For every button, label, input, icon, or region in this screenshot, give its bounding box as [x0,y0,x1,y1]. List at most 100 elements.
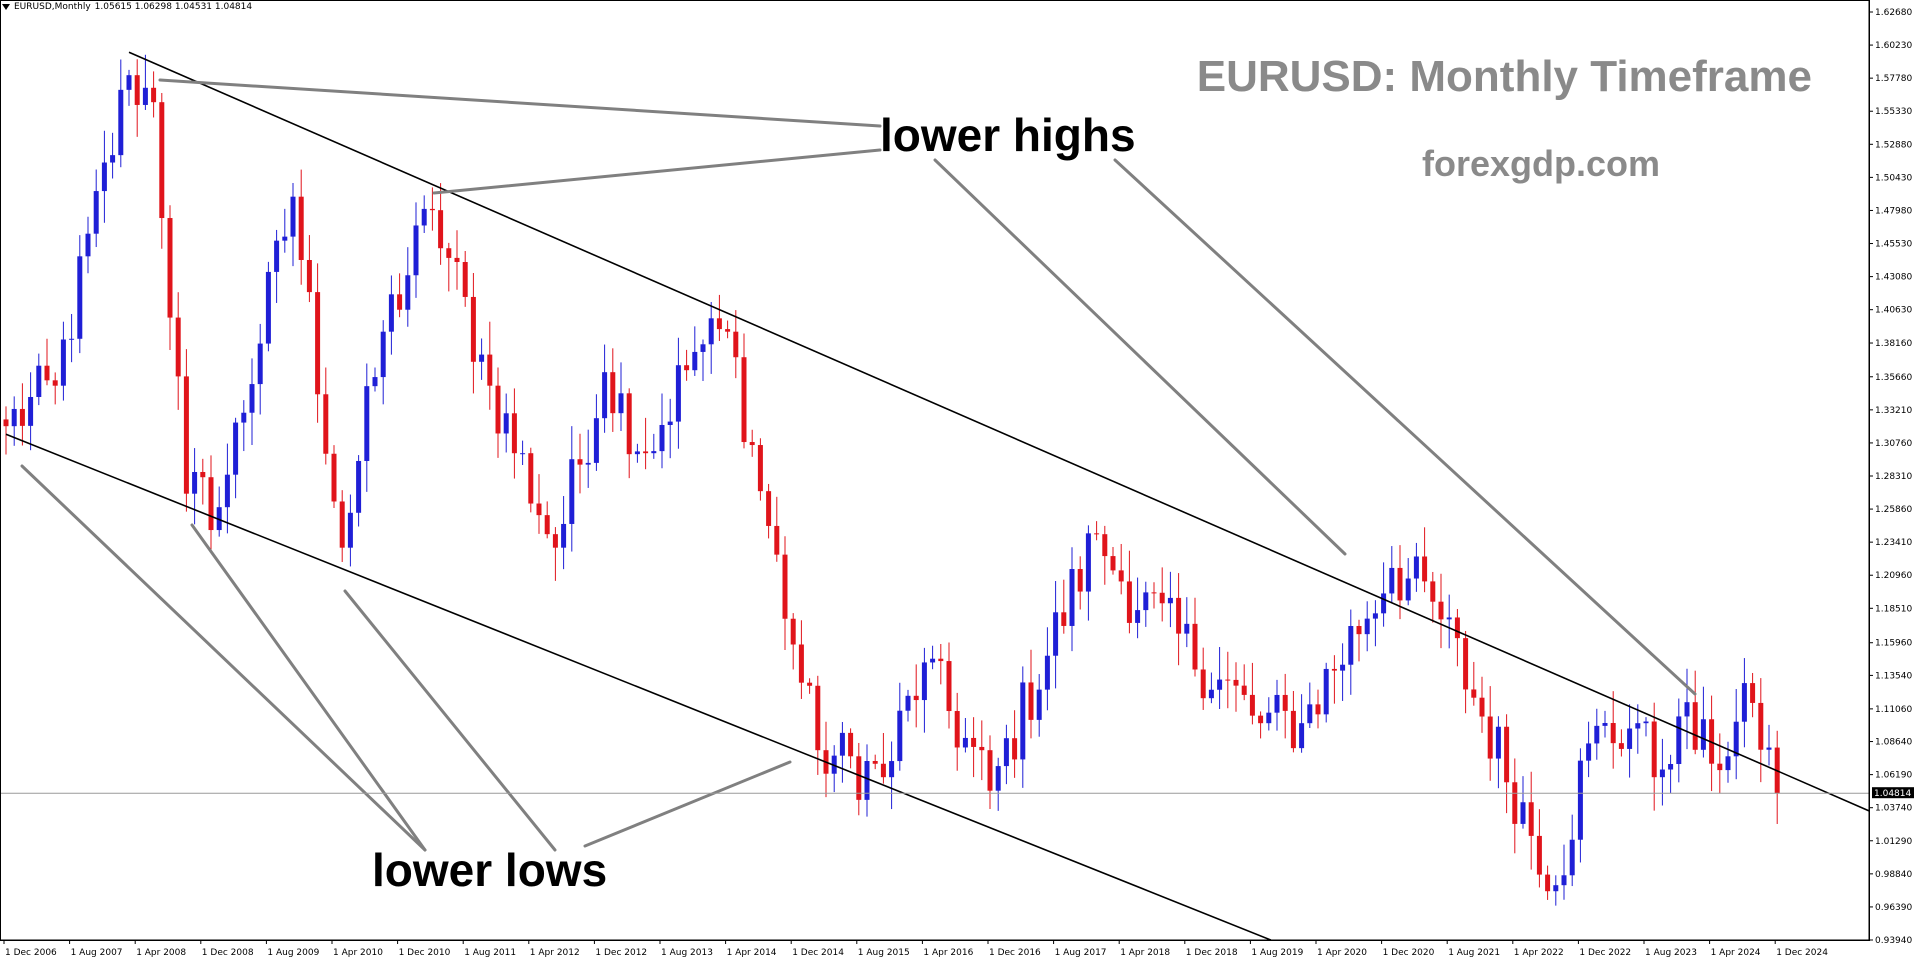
candle-body [1381,593,1387,614]
candle [1167,571,1173,628]
candle-body [364,386,370,461]
candle [1495,716,1501,789]
candle-body [1758,702,1764,750]
candle [1094,521,1100,541]
candle-body [593,418,599,463]
candle [782,536,788,650]
y-tick-label: 1.01290 [1875,837,1912,847]
x-tick-label: 1 Apr 2012 [530,948,580,958]
candle [1110,547,1116,575]
candle-body [1487,716,1493,759]
candle-body [1528,802,1534,836]
candle [511,388,517,479]
y-tick-label: 1.15960 [1875,639,1912,649]
candle-body [979,746,985,751]
candle-body [1512,782,1518,824]
candle [651,433,657,459]
candle [1487,686,1493,781]
candle [766,483,772,539]
candle-body [774,525,780,555]
candle-body [1766,747,1772,750]
x-tick-label: 1 Aug 2009 [267,948,319,958]
candle [101,130,107,223]
symbol-label: EURUSD,Monthly [14,2,91,12]
candle-body [446,248,452,258]
candle-body [856,756,862,800]
candle-body [1282,694,1288,711]
x-tick-label: 1 Dec 2010 [399,948,451,958]
candle [167,205,173,350]
candle [1340,643,1346,701]
annotation-pointer-line [1113,158,1697,696]
candle [544,501,550,539]
candle [684,349,690,381]
candle-body [1717,763,1723,771]
trendlines-layer [5,51,1870,941]
candle-body [503,413,509,434]
chart-header: EURUSD,Monthly 1.05615 1.06298 1.04531 1… [2,2,252,12]
candle-body [356,460,362,513]
candle-body [1274,694,1280,713]
candle-body [323,394,329,454]
candle [28,372,34,451]
y-tick-label: 0.98840 [1875,870,1912,880]
x-tick-label: 1 Aug 2021 [1448,948,1500,958]
candle-body [1405,578,1411,601]
candle-body [126,75,132,90]
candle-body [1651,721,1657,778]
candle [708,301,714,374]
candle [1061,579,1067,634]
candle-body [634,451,640,455]
y-tick-label: 0.96390 [1875,903,1912,913]
collapse-triangle-icon[interactable] [2,4,10,10]
y-tick-label: 1.47980 [1875,206,1912,216]
candle-body [1741,683,1747,722]
candle [790,613,796,670]
candle [716,294,722,341]
candle-body [1315,704,1321,715]
candle-body [1635,723,1641,729]
candle-body [134,75,140,105]
candle [503,393,509,453]
trendline-upper [128,51,1870,812]
candle [1741,658,1747,748]
x-tick-label: 1 Aug 2023 [1645,948,1697,958]
candle-body [921,662,927,701]
candle [118,59,124,168]
candle [192,448,198,525]
candle-body [1471,689,1477,698]
candle [1651,702,1657,811]
candle [200,458,206,505]
candle-body [1504,726,1510,783]
candle [1266,697,1272,731]
candle [1471,661,1477,706]
candle [1241,664,1247,701]
candle [741,333,747,449]
candle [1331,655,1337,704]
candle-body [1618,743,1624,749]
candle-body [651,451,657,454]
candle-body [388,294,394,332]
candle-body [528,453,534,504]
candle [241,400,247,452]
candle-body [1495,726,1501,759]
candle-body [282,236,288,241]
candle [856,742,862,816]
candle [798,620,804,699]
candle [1364,601,1370,652]
candle-body [470,296,476,362]
y-tick-label: 1.50430 [1875,173,1912,183]
candle [807,678,813,694]
y-tick-label: 1.11060 [1875,705,1912,715]
y-tick-label: 1.60230 [1875,41,1912,51]
candle-body [798,644,804,683]
candle [208,455,214,553]
candle [1135,577,1141,639]
candle [1258,711,1264,739]
candle-body [618,393,624,414]
x-tick-label: 1 Apr 2022 [1514,948,1564,958]
candle [282,208,288,253]
candle [774,496,780,562]
candle [257,323,263,415]
